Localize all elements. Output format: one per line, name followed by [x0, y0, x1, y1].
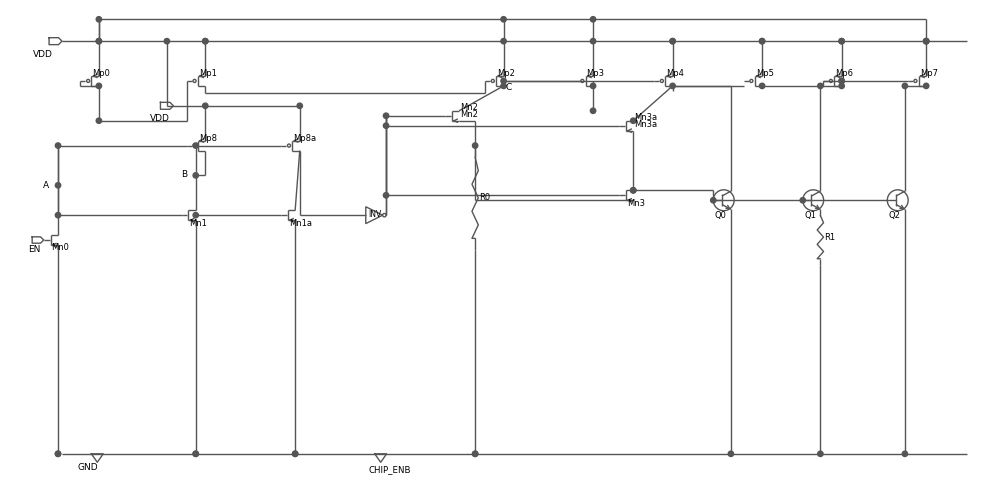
Circle shape [96, 39, 102, 44]
Circle shape [670, 39, 675, 44]
Text: Mp8: Mp8 [199, 134, 217, 143]
Text: Mn1: Mn1 [189, 219, 207, 228]
Circle shape [839, 78, 844, 84]
Text: Mp1: Mp1 [199, 69, 217, 78]
Text: Mn3a: Mn3a [634, 120, 657, 129]
Circle shape [670, 39, 675, 44]
Circle shape [164, 39, 170, 44]
Circle shape [631, 188, 636, 193]
Circle shape [501, 39, 506, 44]
Circle shape [839, 39, 844, 44]
Circle shape [383, 193, 389, 198]
Circle shape [193, 143, 198, 148]
Circle shape [292, 451, 298, 457]
Text: Mn3: Mn3 [627, 199, 645, 208]
Circle shape [203, 39, 208, 44]
Text: Mn1a: Mn1a [289, 219, 312, 228]
Text: Mp0: Mp0 [92, 69, 110, 78]
Circle shape [839, 83, 844, 89]
Circle shape [590, 17, 596, 22]
Circle shape [711, 197, 716, 203]
Circle shape [193, 451, 198, 457]
Circle shape [590, 83, 596, 89]
Circle shape [839, 78, 844, 84]
Circle shape [759, 39, 765, 44]
Text: Mn0: Mn0 [52, 244, 69, 252]
Circle shape [923, 83, 929, 89]
Circle shape [472, 451, 478, 457]
Circle shape [96, 118, 102, 123]
Circle shape [96, 39, 102, 44]
Text: Mn3a: Mn3a [634, 113, 657, 122]
Text: Q0: Q0 [715, 211, 727, 220]
Circle shape [800, 197, 805, 203]
Text: R0: R0 [479, 193, 490, 202]
Circle shape [55, 213, 61, 218]
Text: C: C [506, 83, 512, 92]
Text: INV: INV [369, 210, 382, 219]
Circle shape [759, 83, 765, 89]
Circle shape [670, 83, 675, 89]
Circle shape [728, 451, 734, 457]
Text: Mn2: Mn2 [460, 103, 478, 112]
Circle shape [203, 39, 208, 44]
Circle shape [923, 39, 929, 44]
Circle shape [55, 183, 61, 188]
Text: Mp7: Mp7 [920, 69, 938, 78]
Text: Q1: Q1 [804, 211, 816, 220]
Circle shape [193, 172, 198, 178]
Circle shape [631, 118, 636, 123]
Text: Mp2: Mp2 [497, 69, 515, 78]
Circle shape [55, 451, 61, 457]
Circle shape [923, 39, 929, 44]
Circle shape [472, 451, 478, 457]
Circle shape [590, 39, 596, 44]
Circle shape [818, 451, 823, 457]
Circle shape [590, 108, 596, 114]
Text: Mp3: Mp3 [587, 69, 605, 78]
Text: Q2: Q2 [889, 211, 901, 220]
Text: Mn2: Mn2 [460, 110, 478, 119]
Circle shape [55, 451, 61, 457]
Circle shape [631, 188, 636, 193]
Circle shape [818, 83, 823, 89]
Text: CHIP_ENB: CHIP_ENB [369, 465, 411, 474]
Text: Mp5: Mp5 [756, 69, 774, 78]
Circle shape [193, 451, 198, 457]
Text: R1: R1 [824, 233, 835, 242]
Circle shape [383, 113, 389, 119]
Text: EN: EN [28, 245, 40, 254]
Text: VDD: VDD [150, 114, 170, 123]
Circle shape [501, 17, 506, 22]
Circle shape [96, 83, 102, 89]
Circle shape [759, 39, 765, 44]
Circle shape [923, 39, 929, 44]
Circle shape [902, 83, 908, 89]
Text: Mp8a: Mp8a [293, 134, 316, 143]
Circle shape [902, 451, 908, 457]
Circle shape [501, 83, 506, 89]
Circle shape [55, 143, 61, 148]
Text: Mp6: Mp6 [835, 69, 853, 78]
Text: A: A [43, 181, 49, 190]
Circle shape [193, 213, 198, 218]
Circle shape [292, 451, 298, 457]
Text: GND: GND [77, 463, 98, 472]
Text: Mp4: Mp4 [666, 69, 684, 78]
Text: VDD: VDD [33, 49, 53, 59]
Text: B: B [181, 170, 187, 179]
Circle shape [472, 143, 478, 148]
Circle shape [383, 123, 389, 128]
Circle shape [297, 103, 302, 108]
Circle shape [501, 78, 506, 84]
Circle shape [839, 39, 844, 44]
Circle shape [203, 103, 208, 108]
Circle shape [96, 17, 102, 22]
